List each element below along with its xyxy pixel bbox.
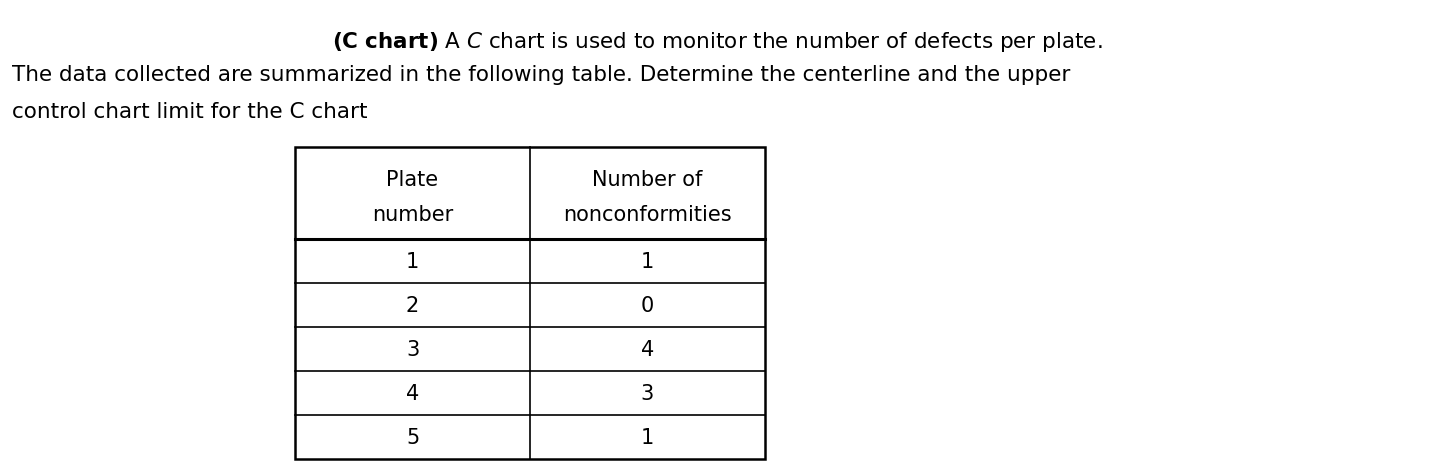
Text: 0: 0 — [641, 295, 654, 315]
Text: 1: 1 — [641, 427, 654, 447]
Text: Plate: Plate — [386, 169, 439, 189]
Text: 3: 3 — [641, 383, 654, 403]
Text: 5: 5 — [406, 427, 419, 447]
Text: 1: 1 — [641, 251, 654, 271]
Text: The data collected are summarized in the following table. Determine the centerli: The data collected are summarized in the… — [11, 65, 1070, 85]
Text: nonconformities: nonconformities — [564, 205, 731, 225]
Text: 4: 4 — [641, 339, 654, 359]
Bar — [295, 148, 764, 459]
Text: control chart limit for the C chart: control chart limit for the C chart — [11, 102, 367, 122]
Text: number: number — [371, 205, 453, 225]
Text: $\bf{(C\ chart)}$ A $\it{C}$ chart is used to monitor the number of defects per : $\bf{(C\ chart)}$ A $\it{C}$ chart is us… — [331, 30, 1103, 54]
Text: 2: 2 — [406, 295, 419, 315]
Text: 3: 3 — [406, 339, 419, 359]
Text: Number of: Number of — [592, 169, 703, 189]
Text: 1: 1 — [406, 251, 419, 271]
Text: 4: 4 — [406, 383, 419, 403]
